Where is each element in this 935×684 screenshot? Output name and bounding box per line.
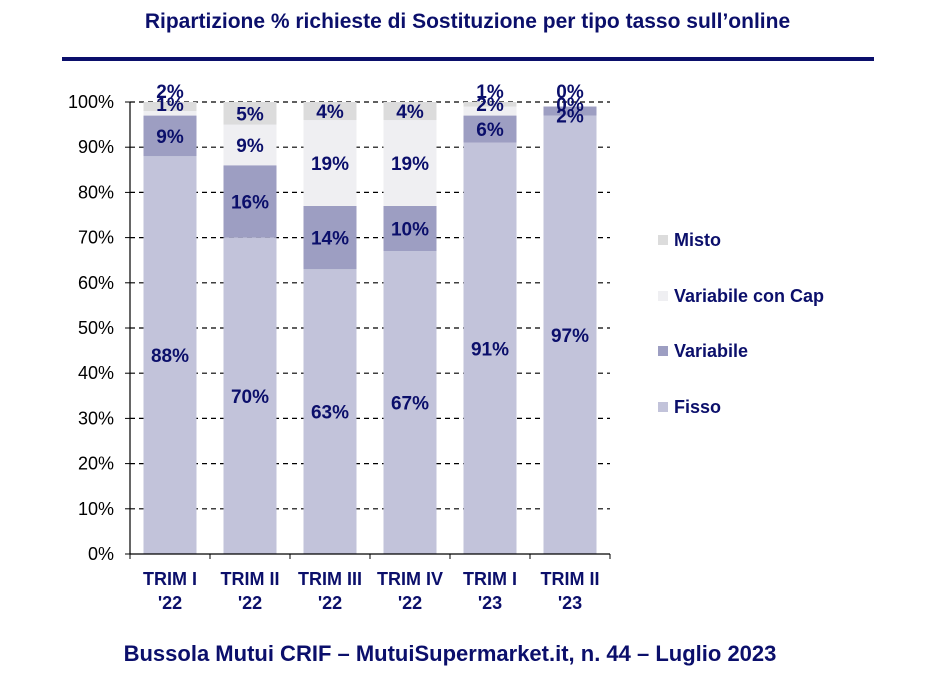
x-tick-label: TRIM II <box>541 569 600 589</box>
y-tick-label: 30% <box>78 408 114 428</box>
data-label: 4% <box>396 102 424 123</box>
bar-segment <box>143 115 197 157</box>
x-tick-label: '22 <box>398 593 422 613</box>
x-tick-label: TRIM II <box>221 569 280 589</box>
data-label: 0% <box>556 95 584 116</box>
x-tick-label: '22 <box>238 593 262 613</box>
chart-title: Ripartizione % richieste di Sostituzione… <box>144 10 791 33</box>
legend-label-fisso: Fisso <box>674 396 722 417</box>
data-label: 5% <box>236 104 264 125</box>
legend-label-misto: Misto <box>674 229 721 250</box>
data-label: 67% <box>391 394 429 415</box>
x-tick-label: '23 <box>478 593 502 613</box>
data-label: 9% <box>236 136 264 157</box>
y-tick-label: 40% <box>78 363 114 383</box>
data-label: 97% <box>551 326 589 347</box>
bar-segment <box>223 102 277 125</box>
bar-segment <box>463 115 517 143</box>
y-tick-label: 90% <box>78 137 114 157</box>
x-tick-label: TRIM I <box>143 569 197 589</box>
legend-label-variabile-con-cap: Variabile con Cap <box>674 285 825 306</box>
bar-segment <box>223 124 277 166</box>
bar-segment <box>303 102 357 121</box>
bar-segment <box>543 106 597 116</box>
bar-segment <box>383 120 437 206</box>
y-tick-label: 80% <box>78 182 114 202</box>
legend-swatch-fisso <box>658 402 668 412</box>
bar-segment <box>303 205 357 270</box>
legend-item-fisso: Fisso <box>658 395 721 419</box>
source-footer: Bussola Mutui CRIF – MutuiSupermarket.it… <box>123 641 777 666</box>
data-label: 6% <box>476 120 504 141</box>
data-label: 1% <box>476 82 504 103</box>
bar-segment <box>383 205 437 252</box>
bar-segment <box>463 106 517 116</box>
bar-segment <box>543 115 597 554</box>
stacked-bar-chart: 0% 10% 20% 30% 40% 50% 60% 70% 80% 90% 100% 88% 9% 1%… <box>68 82 611 613</box>
bar-segment <box>383 102 437 121</box>
bar-segment <box>303 120 357 206</box>
bar-segment <box>143 102 197 112</box>
data-label: 2% <box>476 95 504 116</box>
legend-item-variabile: Variabile <box>658 339 748 363</box>
legend-swatch-variabile <box>658 346 668 356</box>
data-label: 2% <box>556 107 584 128</box>
y-tick-label: 50% <box>78 318 114 338</box>
data-label: 10% <box>391 220 429 241</box>
data-label: 16% <box>231 192 269 213</box>
bar-segment <box>463 102 517 107</box>
legend-swatch-misto <box>658 235 668 245</box>
data-label: 63% <box>311 403 349 424</box>
y-tick-label: 10% <box>78 499 114 519</box>
data-label: 19% <box>311 154 349 175</box>
y-tick-label: 0% <box>88 544 114 564</box>
y-tick-label: 60% <box>78 273 114 293</box>
y-tick-label: 20% <box>78 454 114 474</box>
x-tick-label: '22 <box>318 593 342 613</box>
bar-segment <box>223 165 277 238</box>
x-tick-label: '22 <box>158 593 182 613</box>
legend-swatch-variabile-con-cap <box>658 291 668 301</box>
data-label: 9% <box>156 127 184 148</box>
y-tick-label: 100% <box>68 92 114 112</box>
bar-segment <box>383 251 437 554</box>
bar-segment <box>143 156 197 555</box>
x-tick-label: TRIM III <box>298 569 362 589</box>
title-divider <box>62 57 874 61</box>
data-label: 88% <box>151 346 189 367</box>
data-label: 70% <box>231 387 269 408</box>
data-label: 91% <box>471 339 509 360</box>
data-label: 14% <box>311 229 349 250</box>
bar-segment <box>463 142 517 554</box>
bar-segment <box>143 111 197 116</box>
bar-segment <box>303 269 357 554</box>
data-label: 1% <box>156 95 184 116</box>
y-tick-label: 70% <box>78 228 114 248</box>
x-tick-label: '23 <box>558 593 582 613</box>
data-label: 19% <box>391 154 429 175</box>
data-label: 2% <box>156 82 184 103</box>
legend-label-variabile: Variabile <box>674 340 749 361</box>
x-tick-label: TRIM I <box>463 569 517 589</box>
data-label: 0% <box>556 82 584 103</box>
legend-item-misto: Misto <box>658 228 721 252</box>
bar-segment <box>223 237 277 554</box>
x-tick-label: TRIM IV <box>377 569 443 589</box>
legend-item-variabile-con-cap: Variabile con Cap <box>658 284 824 308</box>
data-label: 4% <box>316 102 344 123</box>
